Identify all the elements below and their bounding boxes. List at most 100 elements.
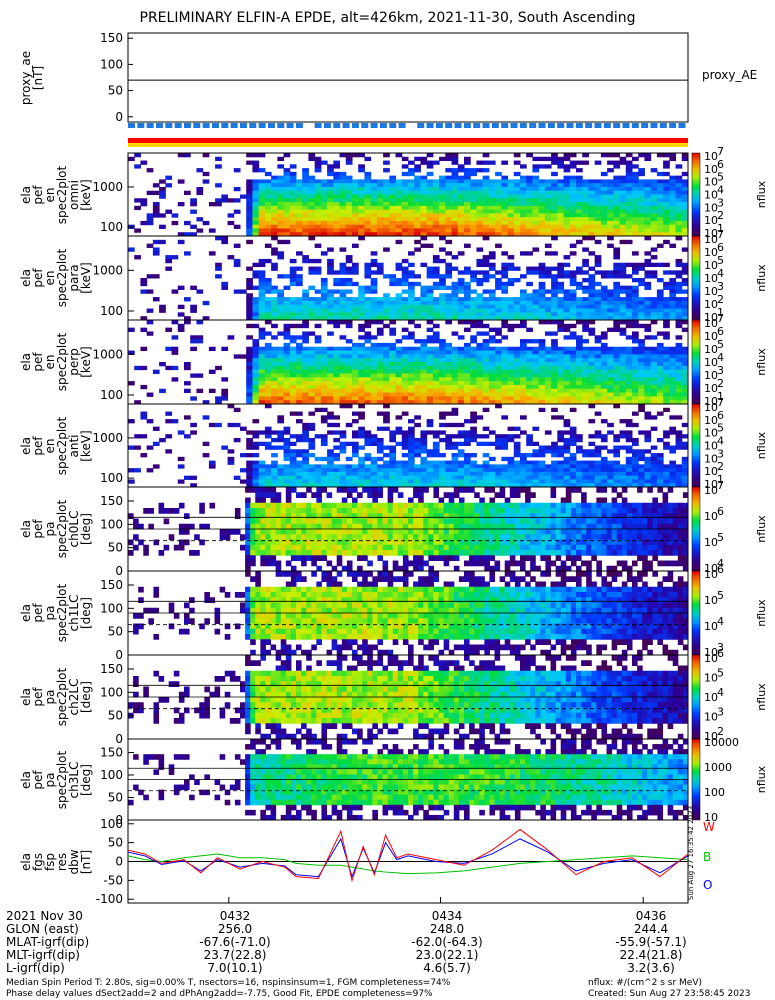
ephemeris-segment (519, 123, 527, 128)
colorbar-exponent: 6 (717, 505, 724, 518)
colorbar-exponent: 2 (717, 209, 724, 222)
ephemeris-segment (351, 123, 359, 128)
energy-tick-label: 1000 (92, 347, 123, 361)
ephemeris-segment (435, 123, 443, 128)
ephemeris-segment (463, 123, 471, 128)
colorbar-label: 10 (704, 484, 718, 497)
colorbar-label: 10 (704, 369, 718, 382)
ephemeris-segment (501, 123, 509, 128)
colorbar-exponent: 1 (717, 222, 724, 235)
ephemeris-segment (230, 123, 238, 128)
proxy-ae-label: proxy_AE (702, 68, 758, 82)
ephemeris-segment (137, 123, 145, 128)
colorbar-exponent: 4 (717, 184, 724, 197)
colorbar-label: 10 (704, 395, 718, 408)
ephemeris-segment (426, 123, 434, 128)
ephemeris-segment (678, 123, 686, 128)
pa-tick-label: 150 (100, 662, 123, 676)
colorbar-label: 10 (704, 356, 718, 369)
dbw-tick-label: 50 (108, 836, 123, 850)
ephemeris-segment (174, 123, 182, 128)
ephemeris-segment (398, 123, 406, 128)
legend-o: O (703, 878, 713, 892)
ephemeris-segment (641, 123, 649, 128)
colorbar-6 (691, 570, 701, 656)
ephemeris-segment (258, 123, 266, 128)
pa-tick-label: 150 (100, 746, 123, 760)
colorbar-exponent: 6 (717, 325, 724, 338)
dbw-tick-label: 100 (100, 817, 123, 831)
energy-spectrogram-3 (128, 320, 689, 405)
energy-tick-label: 100 (100, 471, 123, 485)
colorbar-label: 10 (704, 465, 718, 478)
ephemeris-segment (613, 123, 621, 128)
ephemeris-segment (585, 123, 593, 128)
footer-created: Created: Sun Aug 27 23:58:45 2023 (588, 989, 751, 999)
pa-tick-label: 0 (115, 813, 123, 827)
side-stamp: Sun Aug 27 16:35:42 2023 (687, 805, 695, 900)
footer-l: 4.6(5.7) (423, 961, 471, 975)
colorbar-exponent: 5 (717, 338, 724, 351)
pitch-angle-spectrogram-6 (133, 571, 689, 656)
ephemeris-segment (342, 123, 350, 128)
colorbar-exponent: 6 (717, 158, 724, 171)
colorbar-exponent: 7 (717, 145, 724, 158)
colorbar-label: 10 (704, 646, 718, 659)
footer-mlt: 23.7(22.8) (203, 948, 267, 962)
panel-ylabel-line: [nT] (31, 65, 45, 90)
colorbar-exponent: 7 (717, 396, 724, 409)
colorbar-label: 1000 (704, 761, 732, 774)
energy-tick-label: 1000 (92, 431, 123, 445)
colorbar-exponent: 4 (717, 686, 724, 699)
legend-b: B (703, 850, 712, 864)
footer-column-0436: 0436 244.4 -55.9(-57.1) 22.4(21.8) 3.2(3… (596, 910, 706, 975)
ephemeris-segment (239, 123, 247, 128)
ephemeris-segment (538, 123, 546, 128)
ephemeris-segment (333, 123, 341, 128)
pitch-angle-spectrogram-8 (128, 739, 689, 821)
pa-tick-label: 100 (100, 517, 123, 531)
ephemeris-segment (650, 123, 658, 128)
colorbar-2 (691, 235, 701, 321)
footer-time: 0432 (219, 909, 251, 923)
colorbar-exponent: 4 (717, 615, 724, 628)
colorbar-exponent: 6 (717, 563, 724, 576)
colorbar-1 (691, 152, 701, 237)
energy-tick-label: 100 (100, 220, 123, 234)
ephemeris-segment (146, 123, 154, 128)
ephemeris-segment (622, 123, 630, 128)
colorbar-label: 10 (704, 401, 718, 414)
status-bar-yellow (128, 143, 688, 147)
colorbar-5 (691, 486, 701, 572)
footer-glon-label: GLON (east) (6, 922, 79, 936)
footer-glon: 244.4 (633, 922, 669, 936)
ephemeris-segment (323, 123, 331, 128)
colorbar-title: nflux (755, 264, 768, 292)
pa-tick-label: 50 (108, 791, 123, 805)
energy-tick-label: 1000 (92, 180, 123, 194)
colorbar-label: 10 (704, 691, 718, 704)
colorbar-label: 100 (704, 786, 725, 799)
colorbar-8 (691, 738, 701, 821)
ephemeris-segment (165, 123, 173, 128)
colorbar-exponent: 3 (717, 196, 724, 209)
colorbar-label: 10 (704, 163, 718, 176)
footer-glon: 248.0 (429, 922, 465, 936)
footer-l-label: L-igrf(dip) (6, 961, 65, 975)
colorbar-title: nflux (755, 765, 768, 793)
ephemeris-segment (575, 123, 583, 128)
colorbar-title: nflux (755, 180, 768, 208)
footer-units: nflux: #/(cm^2 s sr MeV) (588, 978, 702, 988)
colorbar-title: nflux (755, 348, 768, 376)
status-bar-red (128, 138, 688, 143)
proxy-ae-frame (127, 32, 689, 123)
colorbar-exponent: 1 (717, 306, 724, 319)
ephemeris-segment (202, 123, 210, 128)
ephemeris-segment (128, 123, 135, 128)
colorbar-exponent: 5 (717, 254, 724, 267)
colorbar-exponent: 6 (717, 647, 724, 660)
pa-tick-label: 0 (115, 732, 123, 746)
energy-spectrogram-4 (128, 404, 689, 488)
colorbar-exponent: 4 (717, 351, 724, 364)
colorbar-exponent: 5 (717, 171, 724, 184)
